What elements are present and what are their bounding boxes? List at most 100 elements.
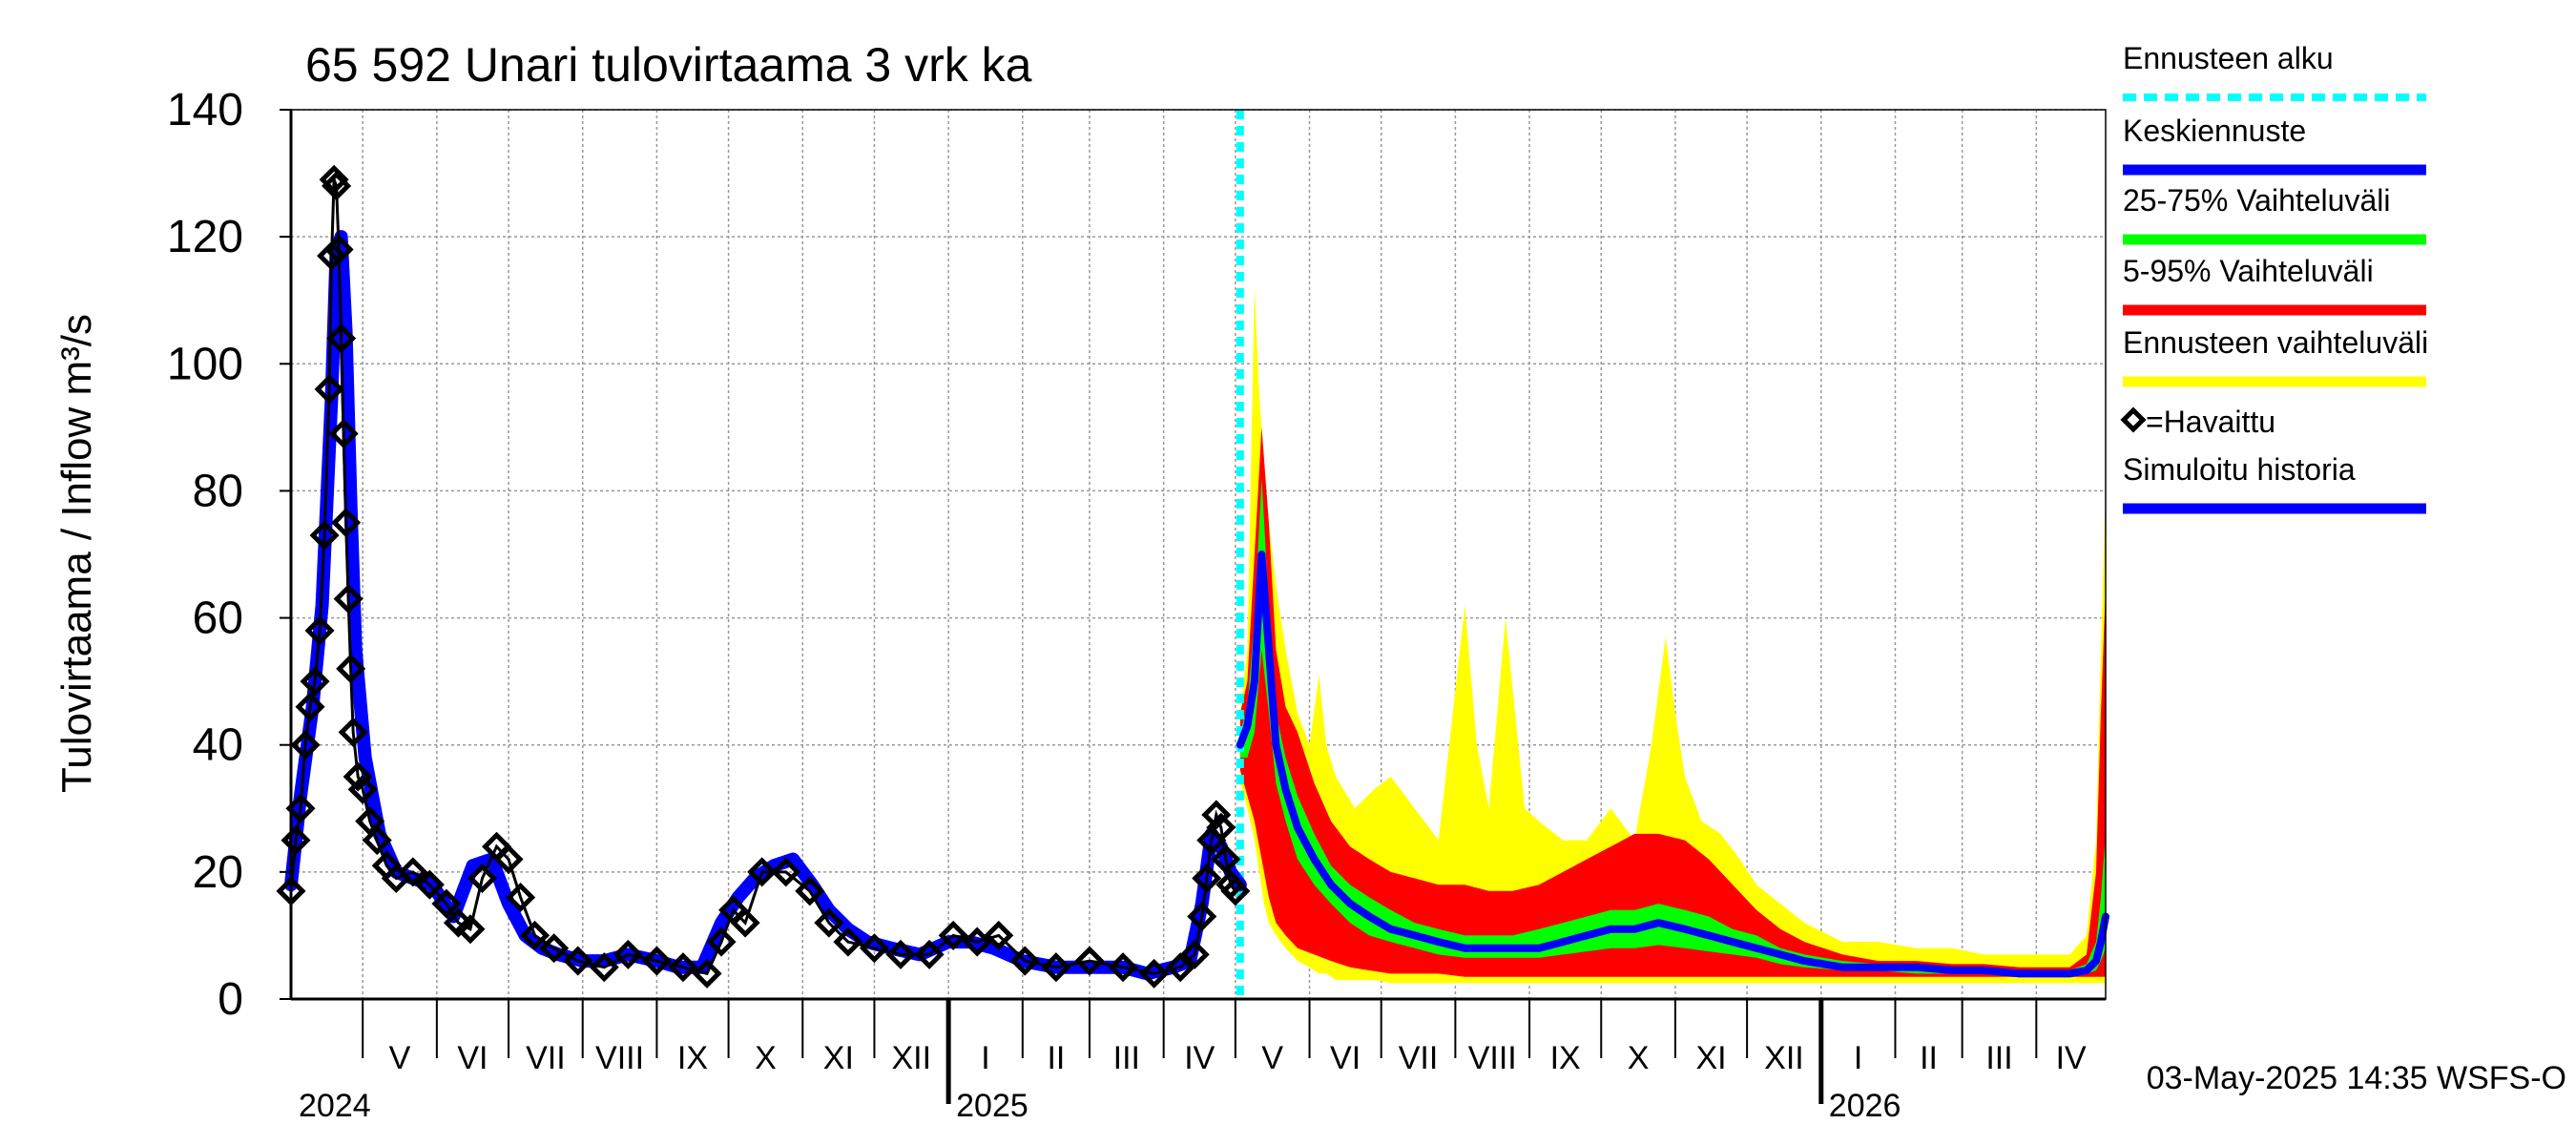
observed-point [962, 926, 992, 957]
observed-point [706, 926, 737, 957]
observed-point [398, 857, 428, 887]
legend-label: 25-75% Vaihteluväli [2123, 183, 2390, 218]
y-tick-label: 80 [193, 466, 243, 516]
observed-point [319, 164, 349, 195]
observed-point [1165, 952, 1195, 983]
observed-point [1201, 800, 1232, 830]
observed-point [539, 933, 570, 964]
observed-point [347, 774, 378, 804]
observed-point [938, 920, 968, 950]
x-month-label: III [1113, 1040, 1140, 1076]
observed-point [1009, 946, 1040, 976]
observed-point [455, 914, 486, 945]
y-tick-label: 100 [167, 339, 243, 389]
x-year-label: 2025 [956, 1088, 1028, 1124]
x-month-label: VII [526, 1040, 566, 1076]
x-month-label: VIII [595, 1040, 644, 1076]
observed-point [885, 939, 916, 969]
band-5-95-vaihteluv-li [1239, 427, 2106, 977]
observed-point [984, 920, 1014, 950]
observed-point [322, 171, 352, 201]
observed-point [467, 863, 498, 894]
observed-point [333, 584, 364, 614]
observed-point [1108, 952, 1138, 983]
observed-point [814, 907, 844, 938]
x-month-label: II [1047, 1040, 1065, 1076]
observed-point [771, 857, 801, 887]
observed-point [431, 888, 462, 919]
observed-point [730, 907, 760, 938]
observed-point [589, 952, 619, 983]
y-tick-label: 40 [193, 720, 243, 771]
observed-point [1192, 863, 1222, 894]
observed-point [692, 958, 722, 989]
observed-point [1179, 939, 1210, 969]
legend-label: Simuloitu historia [2123, 452, 2356, 487]
observed-markers [276, 164, 1251, 989]
observed-point [317, 240, 347, 271]
x-month-label: IV [1184, 1040, 1215, 1076]
x-month-label: VIII [1468, 1040, 1517, 1076]
observed-point [506, 882, 536, 913]
x-month-label: V [389, 1040, 411, 1076]
x-month-label: XI [1695, 1040, 1726, 1076]
x-month-label: IV [2056, 1040, 2087, 1076]
x-month-label: XII [891, 1040, 931, 1076]
observed-point [563, 946, 593, 976]
observed-point [338, 717, 368, 747]
y-tick-label: 0 [218, 974, 243, 1025]
y-tick-label: 120 [167, 212, 243, 262]
observed-point [520, 920, 551, 950]
x-month-label: X [1628, 1040, 1650, 1076]
x-month-label: IX [677, 1040, 708, 1076]
observed-point [314, 374, 344, 405]
legend-label: =Havaittu [2146, 405, 2275, 439]
forecast-bands [1239, 287, 2106, 984]
observed-point [795, 876, 825, 906]
observed-point [300, 666, 330, 697]
observed-point [833, 926, 863, 957]
observed-point [1074, 946, 1105, 976]
x-year-label: 2026 [1829, 1088, 1901, 1124]
observed-point [1206, 812, 1236, 843]
observed-point [1139, 958, 1170, 989]
observed-point [493, 844, 524, 875]
observed-point [295, 692, 325, 722]
x-month-label: I [1854, 1040, 1862, 1076]
observed-point [328, 418, 359, 449]
observed-point [1220, 876, 1251, 906]
x-month-label: XI [823, 1040, 854, 1076]
x-month-label: VI [457, 1040, 488, 1076]
observed-point [280, 825, 311, 856]
observed-point [414, 869, 445, 900]
observed-point [326, 323, 357, 354]
observed-point [914, 939, 945, 969]
observed-point [309, 520, 340, 551]
y-tick-label: 60 [193, 593, 243, 644]
legend: Ennusteen alku Keskiennuste 25-75% Vaihtel… [2120, 41, 2428, 514]
legend-marker-havaittu [2120, 406, 2147, 433]
x-month-label: VI [1330, 1040, 1361, 1076]
observed-point [336, 654, 366, 684]
observed-point [1211, 844, 1241, 875]
observed-point [859, 933, 889, 964]
observed-point [331, 508, 362, 538]
legend-label: Ennusteen vaihteluväli [2123, 325, 2428, 360]
mean-forecast-line [1236, 551, 2109, 978]
chart-title: 65 592 Unari tulovirtaama 3 vrk ka [305, 38, 1032, 92]
observed-point [323, 234, 354, 264]
footer-timestamp: 03-May-2025 14:35 WSFS-O [2147, 1060, 2566, 1096]
x-year-label: 2024 [299, 1088, 371, 1124]
x-month-label: II [1920, 1040, 1938, 1076]
x-month-label: I [981, 1040, 989, 1076]
x-month-label: IX [1550, 1040, 1581, 1076]
observed-point [1041, 952, 1071, 983]
y-tick-label: 140 [167, 85, 243, 135]
band-ennusteen-vaihteluv-li [1239, 287, 2106, 984]
observed-point [747, 857, 778, 887]
x-month-label: III [1985, 1040, 2012, 1076]
legend-label: 5-95% Vaihteluväli [2123, 254, 2374, 288]
observed-point [668, 952, 698, 983]
